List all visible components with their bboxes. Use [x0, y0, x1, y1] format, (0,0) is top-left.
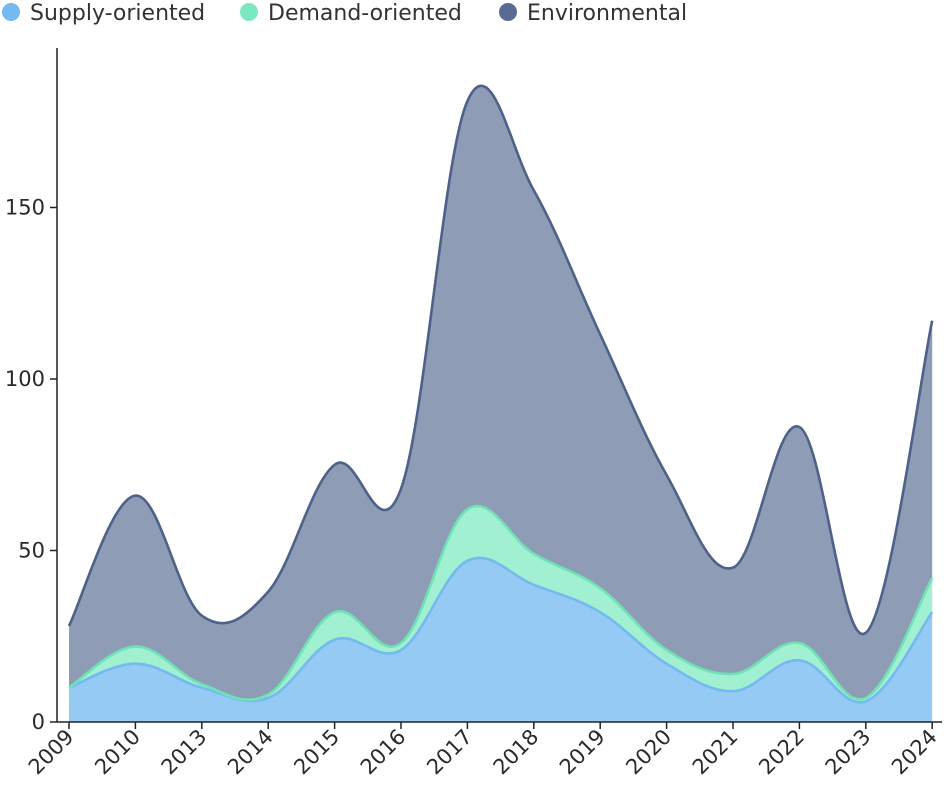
x-tick-label: 2021	[688, 725, 743, 780]
legend: Supply-oriented Demand-oriented Environmen…	[2, 1, 687, 26]
x-tick-label: 2016	[356, 725, 411, 780]
legend-marker	[2, 3, 20, 21]
x-tick-label: 2019	[555, 725, 610, 780]
x-tick-label: 2020	[621, 725, 676, 780]
area-demand-oriented	[69, 506, 933, 703]
legend-label: Supply-oriented	[30, 1, 205, 26]
x-tick-label: 2023	[821, 725, 876, 780]
legend-item-environmental[interactable]: Environmental	[499, 1, 687, 26]
legend-marker	[499, 3, 517, 21]
x-tick-label: 2014	[223, 725, 278, 780]
x-tick-label: 2024	[887, 725, 942, 780]
x-tick-label: 2010	[90, 725, 145, 780]
y-tick-label: 0	[32, 710, 45, 734]
legend-label: Environmental	[527, 1, 687, 26]
x-tick-label: 2017	[422, 725, 477, 780]
legend-label: Demand-oriented	[268, 1, 462, 26]
area-series	[69, 85, 933, 722]
area-environmental	[69, 85, 933, 700]
legend-item-supply-oriented[interactable]: Supply-oriented	[2, 1, 205, 26]
series-lines	[67, 84, 934, 704]
y-tick-label: 50	[18, 539, 45, 563]
x-tick-label: 2018	[489, 725, 544, 780]
line-demand-oriented	[68, 504, 934, 701]
line-supply-oriented	[68, 556, 934, 704]
y-tick-label: 100	[5, 367, 45, 391]
line-environmental	[67, 84, 934, 636]
x-tick-label: 2013	[157, 725, 212, 780]
x-tick-label: 2022	[754, 725, 809, 780]
x-tick-label: 2015	[289, 725, 344, 780]
y-tick-label: 150	[5, 196, 45, 220]
legend-marker	[240, 3, 258, 21]
area-supply-oriented	[69, 557, 933, 722]
legend-item-demand-oriented[interactable]: Demand-oriented	[240, 1, 462, 26]
